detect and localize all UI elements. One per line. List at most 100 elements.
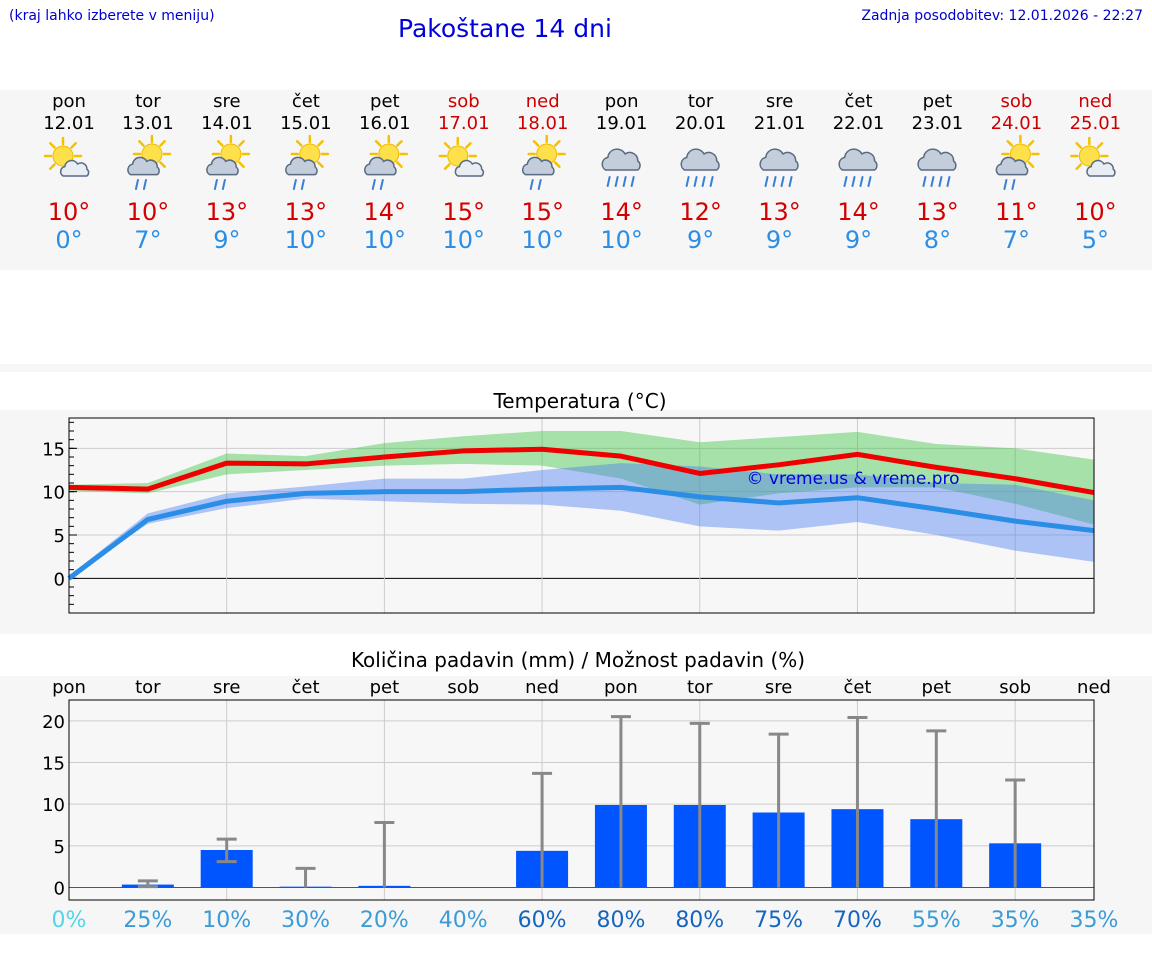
watermark: © vreme.us & vreme.pro <box>746 469 959 489</box>
x-day-label: pon <box>604 677 638 698</box>
min-temp: 8° <box>924 226 951 254</box>
daily-forecast: pon12.0110°0°tor13.0110°7°sre14.0113°9°č… <box>43 91 1122 254</box>
day-name: ned <box>1078 91 1112 112</box>
min-temp: 9° <box>766 226 793 254</box>
day-name: tor <box>688 91 714 112</box>
day-date: 13.01 <box>122 113 174 134</box>
precip-chance: 55% <box>912 908 961 933</box>
day-date: 12.01 <box>43 113 95 134</box>
x-day-label: tor <box>687 677 713 698</box>
min-temp: 7° <box>134 226 161 254</box>
min-temp: 7° <box>1003 226 1030 254</box>
x-day-label: sre <box>213 677 240 698</box>
sun-rain-icon <box>206 134 251 190</box>
plot-border <box>68 699 1095 901</box>
x-day-label: ned <box>525 677 559 698</box>
sun-cloud-icon <box>438 136 485 177</box>
min-temp: 10° <box>442 226 485 254</box>
min-temp: 10° <box>364 226 407 254</box>
max-temp: 13° <box>758 198 801 226</box>
plot-border <box>68 417 1095 614</box>
precip-chance: 60% <box>518 908 567 933</box>
rain-cloud-icon <box>759 148 799 187</box>
x-day-label: pon <box>52 677 86 698</box>
precip-chance: 0% <box>52 908 87 933</box>
x-day-label: tor <box>135 677 161 698</box>
precip-chance: 35% <box>1070 908 1119 933</box>
max-temp: 15° <box>521 198 564 226</box>
day-name: pet <box>370 91 400 112</box>
min-temp-line <box>67 484 1095 581</box>
day-date: 19.01 <box>596 113 648 134</box>
y-tick-label: 15 <box>42 439 65 460</box>
precip-chance: 70% <box>833 908 882 933</box>
x-day-label: čet <box>843 677 871 698</box>
sun-rain-icon <box>285 134 330 190</box>
day-date: 16.01 <box>359 113 411 134</box>
temperature-chart: Temperatura (°C) 0 5 10 15 © vreme.us & vreme… <box>42 389 1095 614</box>
max-temp: 15° <box>442 198 485 226</box>
precip-chance: 40% <box>439 908 488 933</box>
y-tick-label: 0 <box>54 569 65 590</box>
day-name: sob <box>448 91 480 112</box>
precip-chance: 75% <box>754 908 803 933</box>
min-temp: 10° <box>521 226 564 254</box>
max-temp: 14° <box>837 198 880 226</box>
sun-rain-icon <box>364 134 409 190</box>
precip-chance: 80% <box>596 908 645 933</box>
rain-cloud-icon <box>601 148 641 187</box>
x-day-label: čet <box>292 677 320 698</box>
y-tick-label: 20 <box>42 712 65 733</box>
precip-chance: 35% <box>991 908 1040 933</box>
y-tick-label: 15 <box>42 754 65 775</box>
rain-cloud-icon <box>680 148 720 187</box>
day-date: 24.01 <box>991 113 1043 134</box>
chart-title: Količina padavin (mm) / Možnost padavin … <box>351 648 805 672</box>
y-tick-label: 10 <box>42 795 65 816</box>
x-day-label: pet <box>922 677 952 698</box>
min-temp: 9° <box>213 226 240 254</box>
min-temp: 10° <box>285 226 328 254</box>
x-day-label: pet <box>370 677 400 698</box>
day-name: tor <box>135 91 161 112</box>
min-temp: 9° <box>687 226 714 254</box>
day-name: sre <box>213 91 240 112</box>
sun-cloud-icon <box>43 136 90 177</box>
precipitation-chart: Količina padavin (mm) / Možnost padavin … <box>42 648 1119 933</box>
max-temp: 14° <box>364 198 407 226</box>
chart-title: Temperatura (°C) <box>492 389 666 413</box>
max-temp: 10° <box>48 198 91 226</box>
max-temp: 13° <box>285 198 328 226</box>
x-day-label: sob <box>999 677 1031 698</box>
day-date: 25.01 <box>1070 113 1122 134</box>
precip-chance: 25% <box>123 908 172 933</box>
last-updated: Zadnja posodobitev: 12.01.2026 - 22:27 <box>861 8 1143 24</box>
min-temp: 5° <box>1082 226 1109 254</box>
day-name: sob <box>1000 91 1032 112</box>
min-temp: 0° <box>55 226 82 254</box>
day-name: pon <box>605 91 639 112</box>
region-hint: (kraj lahko izberete v meniju) <box>9 8 215 24</box>
day-date: 21.01 <box>754 113 806 134</box>
x-day-label: sre <box>765 677 792 698</box>
x-day-label: ned <box>1077 677 1111 698</box>
day-date: 20.01 <box>675 113 727 134</box>
day-date: 18.01 <box>517 113 569 134</box>
sun-rain-icon <box>995 134 1040 190</box>
x-day-label: sob <box>447 677 479 698</box>
min-temp: 9° <box>845 226 872 254</box>
day-name: ned <box>526 91 560 112</box>
day-date: 22.01 <box>833 113 885 134</box>
max-temp: 13° <box>206 198 249 226</box>
y-tick-label: 5 <box>54 526 65 547</box>
max-temp: 13° <box>916 198 959 226</box>
y-tick-label: 5 <box>54 837 65 858</box>
sun-cloud-icon <box>1070 136 1116 177</box>
max-temp: 12° <box>679 198 722 226</box>
max-temp-line <box>68 446 1095 495</box>
max-temp: 10° <box>127 198 170 226</box>
max-temp: 11° <box>995 198 1038 226</box>
min-temp: 10° <box>600 226 643 254</box>
y-tick-label: 0 <box>54 879 65 900</box>
day-name: pet <box>923 91 953 112</box>
